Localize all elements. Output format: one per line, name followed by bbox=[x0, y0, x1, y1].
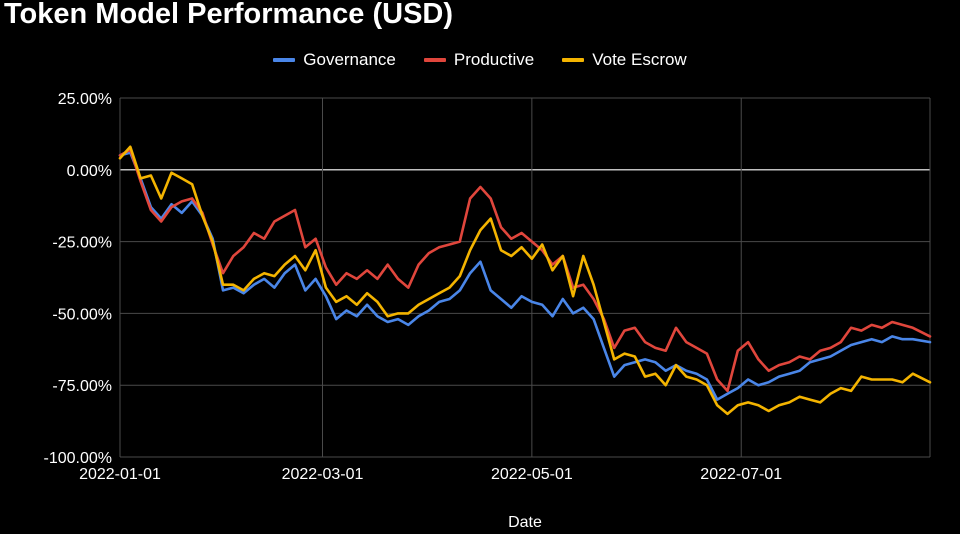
legend-label-governance: Governance bbox=[303, 50, 396, 69]
x-tick-label: 2022-05-01 bbox=[491, 466, 573, 483]
chart-legend: Governance Productive Vote Escrow bbox=[0, 50, 960, 70]
series-line-productive bbox=[118, 148, 932, 393]
x-axis: 2022-01-01 2022-03-01 2022-05-01 2022-07-01 bbox=[79, 466, 782, 483]
y-tick-label: 0.00% bbox=[67, 163, 112, 180]
legend-item-governance: Governance bbox=[273, 50, 396, 70]
legend-swatch-governance bbox=[273, 58, 296, 62]
x-tick-label: 2022-01-01 bbox=[79, 466, 161, 483]
y-tick-label: -50.00% bbox=[52, 306, 112, 323]
legend-label-vote-escrow: Vote Escrow bbox=[592, 50, 687, 69]
series-line-vote-escrow bbox=[118, 145, 932, 416]
legend-item-productive: Productive bbox=[423, 50, 535, 70]
grid-layer bbox=[119, 97, 931, 458]
y-tick-label: 25.00% bbox=[58, 91, 112, 108]
x-tick-label: 2022-03-01 bbox=[282, 466, 364, 483]
legend-swatch-productive bbox=[423, 58, 446, 62]
chart-title: Token Model Performance (USD) bbox=[4, 0, 454, 30]
y-axis: 25.00% 0.00% -25.00% -50.00% -75.00% -100.00% bbox=[44, 91, 113, 467]
legend-label-productive: Productive bbox=[453, 50, 535, 69]
legend-swatch-vote-escrow bbox=[562, 58, 585, 62]
legend-item-vote-escrow: Vote Escrow bbox=[562, 50, 687, 70]
x-axis-title: Date bbox=[508, 514, 542, 531]
series-line-governance bbox=[118, 151, 932, 401]
series-layer bbox=[118, 145, 932, 416]
y-tick-label: -25.00% bbox=[52, 235, 112, 252]
y-tick-label: -75.00% bbox=[52, 378, 112, 395]
x-tick-label: 2022-07-01 bbox=[700, 466, 782, 483]
y-tick-label: -100.00% bbox=[44, 450, 113, 467]
